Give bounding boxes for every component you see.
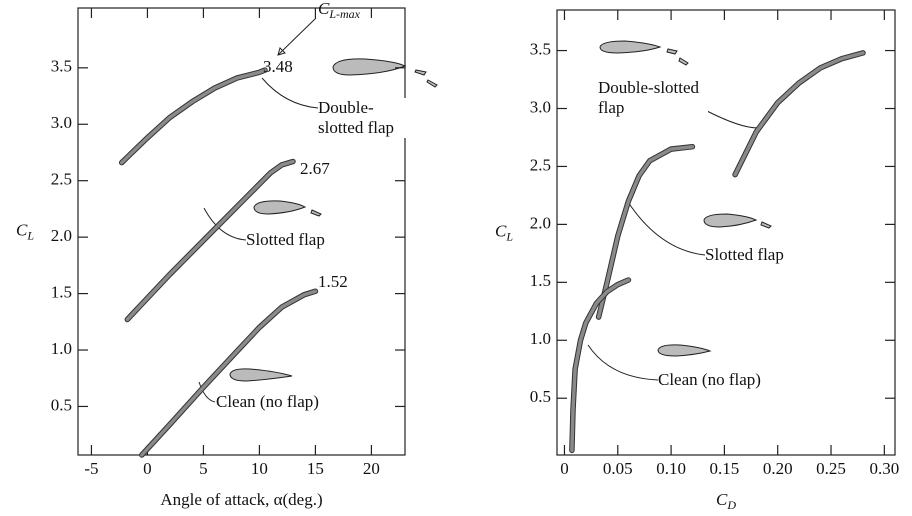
- y-tick-label: 0.5: [51, 395, 72, 414]
- airfoils: [229, 40, 772, 382]
- y-tick-label: 3.0: [51, 113, 72, 132]
- series-label: Double-slotted flap: [318, 98, 418, 138]
- x-axis-label: CD: [716, 490, 736, 512]
- plot-frame: [556, 9, 896, 456]
- plot-frame: [77, 7, 406, 456]
- x-tick-label: 0.20: [763, 459, 793, 478]
- x-tick-label: 5: [199, 459, 208, 478]
- y-axis-label: CL: [16, 220, 34, 242]
- y-tick-label: 2.5: [51, 170, 72, 189]
- x-tick-label: 20: [363, 459, 380, 478]
- y-tick-label: 3.5: [530, 39, 551, 58]
- x-tick-label: 0.15: [710, 459, 740, 478]
- curve: [139, 288, 319, 458]
- subscript: L-max: [328, 7, 360, 21]
- series-label: Slotted flap: [246, 230, 366, 250]
- annotation: CL-max: [318, 0, 361, 21]
- curve: [595, 143, 696, 320]
- y-tick-label: 2.0: [530, 213, 551, 232]
- y-tick-label: 1.0: [530, 329, 551, 348]
- y-tick-label: 1.5: [530, 271, 551, 290]
- subscript: D: [726, 498, 736, 512]
- y-tick-label: 1.0: [51, 339, 72, 358]
- curve-fill: [596, 144, 695, 319]
- value-label: 1.52: [318, 272, 348, 291]
- x-tick-label: 0: [143, 459, 152, 478]
- y-tick-label: 2.0: [51, 226, 72, 245]
- curve: [118, 67, 268, 166]
- curve-fill: [125, 159, 295, 322]
- value-label: 2.67: [300, 159, 330, 178]
- subscript: L: [26, 228, 34, 242]
- y-tick-label: 3.0: [530, 97, 551, 116]
- curve-fill: [119, 68, 267, 165]
- x-tick-label: 15: [307, 459, 324, 478]
- leader-lines: [198, 17, 759, 403]
- series-label: Clean (no flap): [658, 370, 798, 390]
- x-axis-label: Angle of attack, α(deg.): [160, 490, 322, 509]
- x-tick-label: 0.10: [656, 459, 686, 478]
- series-label: Clean (no flap): [216, 392, 356, 412]
- y-axis-label: CL: [495, 221, 513, 243]
- x-tick-label: 0.30: [869, 459, 899, 478]
- subscript: L: [505, 229, 513, 243]
- series-label: Slotted flap: [705, 245, 825, 265]
- x-tick-label: -5: [84, 459, 98, 478]
- series-label: Double-slotted flap: [598, 78, 708, 118]
- y-tick-label: 0.5: [530, 387, 551, 406]
- curve-fill: [733, 51, 865, 177]
- curve: [732, 50, 866, 178]
- value-label: 3.48: [263, 57, 293, 76]
- y-tick-label: 2.5: [530, 155, 551, 174]
- y-tick-label: 3.5: [51, 57, 72, 76]
- x-tick-label: 0.05: [603, 459, 633, 478]
- x-tick-label: 10: [251, 459, 268, 478]
- curve-fill: [140, 289, 318, 457]
- curve-fill: [570, 278, 631, 453]
- x-tick-label: 0: [560, 459, 569, 478]
- y-tick-label: 1.5: [51, 282, 72, 301]
- x-tick-label: 0.25: [816, 459, 846, 478]
